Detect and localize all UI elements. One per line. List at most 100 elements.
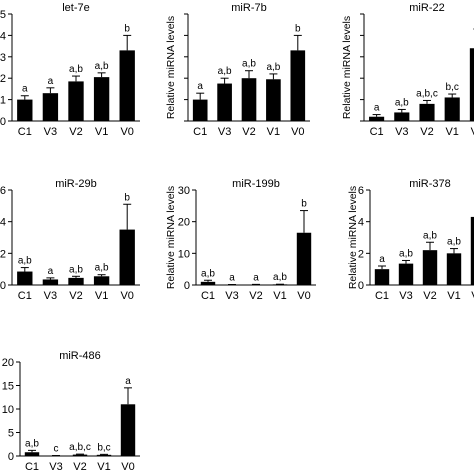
significance-label: b bbox=[124, 192, 130, 203]
significance-label: a bbox=[22, 84, 28, 95]
bar-V1 bbox=[96, 454, 112, 456]
significance-label: a bbox=[48, 266, 54, 277]
x-tick-label: V0 bbox=[120, 290, 133, 302]
bar-V1 bbox=[93, 276, 110, 285]
y-axis-label: Relative miRNA levels bbox=[347, 186, 359, 289]
chart-title: miR-486 bbox=[59, 350, 101, 362]
bar-V3 bbox=[394, 112, 410, 121]
y-tick-label: 20 bbox=[178, 217, 190, 229]
bar-V1 bbox=[266, 79, 281, 121]
x-tick-label: V3 bbox=[44, 126, 57, 138]
x-tick-label: V2 bbox=[242, 126, 255, 138]
y-axis-label: Relative miRNA levels bbox=[165, 16, 177, 119]
significance-label: a,b bbox=[201, 268, 215, 279]
bar-V0 bbox=[119, 50, 135, 121]
bar-C1 bbox=[24, 452, 40, 456]
chart-panel-4: miR-29b 0 2 4 6 C1 a,b V3 a V2 a,b V1 a,b V0 b bbox=[0, 178, 140, 302]
x-tick-label: V3 bbox=[218, 126, 231, 138]
x-tick-label: V0 bbox=[297, 290, 310, 302]
chart-panel-1: let-7e 0 1 2 3 4 5 C1 a V3 a V2 a,b V1 a,b V0 b bbox=[0, 2, 140, 138]
bar-V0 bbox=[469, 48, 474, 121]
significance-label: b bbox=[124, 23, 130, 34]
x-tick-label: V3 bbox=[225, 290, 238, 302]
y-tick-label: 0 bbox=[0, 280, 6, 292]
y-tick-label: 2 bbox=[358, 248, 364, 260]
x-tick-label: V1 bbox=[445, 126, 458, 138]
x-tick-label: C1 bbox=[18, 126, 32, 138]
significance-label: a,b,c bbox=[69, 442, 91, 453]
significance-label: b bbox=[295, 23, 301, 34]
significance-label: b,c bbox=[446, 82, 459, 93]
significance-label: a,b bbox=[18, 256, 32, 267]
y-tick-label: 3 bbox=[0, 52, 6, 64]
y-tick-label: 0 bbox=[0, 116, 6, 128]
bar-V1 bbox=[93, 77, 110, 121]
y-tick-label: 0 bbox=[8, 451, 14, 463]
bar-V2 bbox=[72, 454, 88, 456]
x-tick-label: C1 bbox=[25, 461, 39, 473]
significance-label: a,b bbox=[447, 237, 461, 248]
significance-label: a,b bbox=[69, 264, 83, 275]
x-tick-label: V1 bbox=[95, 126, 108, 138]
x-tick-label: V1 bbox=[273, 290, 286, 302]
x-tick-label: V0 bbox=[471, 126, 474, 138]
chart-title: miR-199b bbox=[232, 178, 280, 190]
significance-label: b bbox=[301, 199, 307, 210]
x-tick-label: V2 bbox=[249, 290, 262, 302]
significance-label: a,b bbox=[25, 438, 39, 449]
bar-C1 bbox=[192, 99, 208, 121]
bar-V0 bbox=[296, 232, 312, 285]
significance-label: a,b bbox=[395, 97, 409, 108]
y-tick-label: 2 bbox=[0, 73, 6, 85]
chart-panel-3: miR-22 Relative miRNA levels C1 a V3 a,b V2 a,b… bbox=[341, 2, 474, 138]
significance-label: a,b bbox=[69, 64, 83, 75]
significance-label: a bbox=[125, 376, 131, 387]
bar-V2 bbox=[422, 250, 438, 285]
bar-C1 bbox=[17, 271, 33, 285]
significance-label: a bbox=[229, 273, 235, 284]
x-tick-label: V0 bbox=[291, 126, 304, 138]
y-tick-label: 10 bbox=[178, 248, 190, 260]
bar-V2 bbox=[241, 78, 257, 121]
x-tick-label: V1 bbox=[97, 461, 110, 473]
x-tick-label: V2 bbox=[69, 126, 82, 138]
y-tick-label: 0 bbox=[358, 280, 364, 292]
y-tick-label: 30 bbox=[178, 185, 190, 197]
bar-V0 bbox=[470, 216, 474, 285]
bar-V0 bbox=[120, 404, 136, 456]
significance-label: a,b bbox=[423, 230, 437, 241]
bar-C1 bbox=[374, 269, 390, 285]
y-tick-label: 1 bbox=[0, 95, 6, 107]
x-tick-label: V0 bbox=[120, 126, 133, 138]
bar-V2 bbox=[419, 103, 435, 121]
chart-panel-7: miR-486 0 5 10 15 20 C1 a,b V3 c V2 a,b,c V1 b,c V0 a bbox=[2, 350, 140, 473]
x-tick-label: V3 bbox=[44, 290, 57, 302]
significance-label: a bbox=[253, 272, 259, 283]
y-tick-label: 6 bbox=[0, 185, 6, 197]
significance-label: a bbox=[374, 103, 380, 114]
x-tick-label: V2 bbox=[69, 290, 82, 302]
x-tick-label: V3 bbox=[49, 461, 62, 473]
y-tick-label: 4 bbox=[358, 217, 364, 229]
bar-V3 bbox=[42, 279, 59, 285]
significance-label: a,b bbox=[95, 61, 109, 72]
significance-label: c bbox=[54, 444, 59, 455]
significance-label: a,b,c bbox=[416, 88, 438, 99]
y-tick-label: 10 bbox=[2, 404, 14, 416]
x-tick-label: V2 bbox=[73, 461, 86, 473]
x-tick-label: C1 bbox=[201, 290, 215, 302]
bar-V1 bbox=[446, 253, 462, 285]
y-tick-label: 15 bbox=[2, 381, 14, 393]
bar-C1 bbox=[17, 99, 33, 121]
chart-title: miR-7b bbox=[231, 2, 266, 14]
bar-V0 bbox=[290, 50, 306, 121]
bar-V1 bbox=[444, 97, 460, 121]
y-tick-label: 0 bbox=[184, 280, 190, 292]
bar-C1 bbox=[200, 281, 216, 285]
bar-V3 bbox=[217, 83, 232, 121]
x-tick-label: V1 bbox=[95, 290, 108, 302]
bar-V2 bbox=[68, 81, 84, 121]
x-tick-label: C1 bbox=[193, 126, 207, 138]
y-tick-label: 5 bbox=[0, 9, 6, 21]
